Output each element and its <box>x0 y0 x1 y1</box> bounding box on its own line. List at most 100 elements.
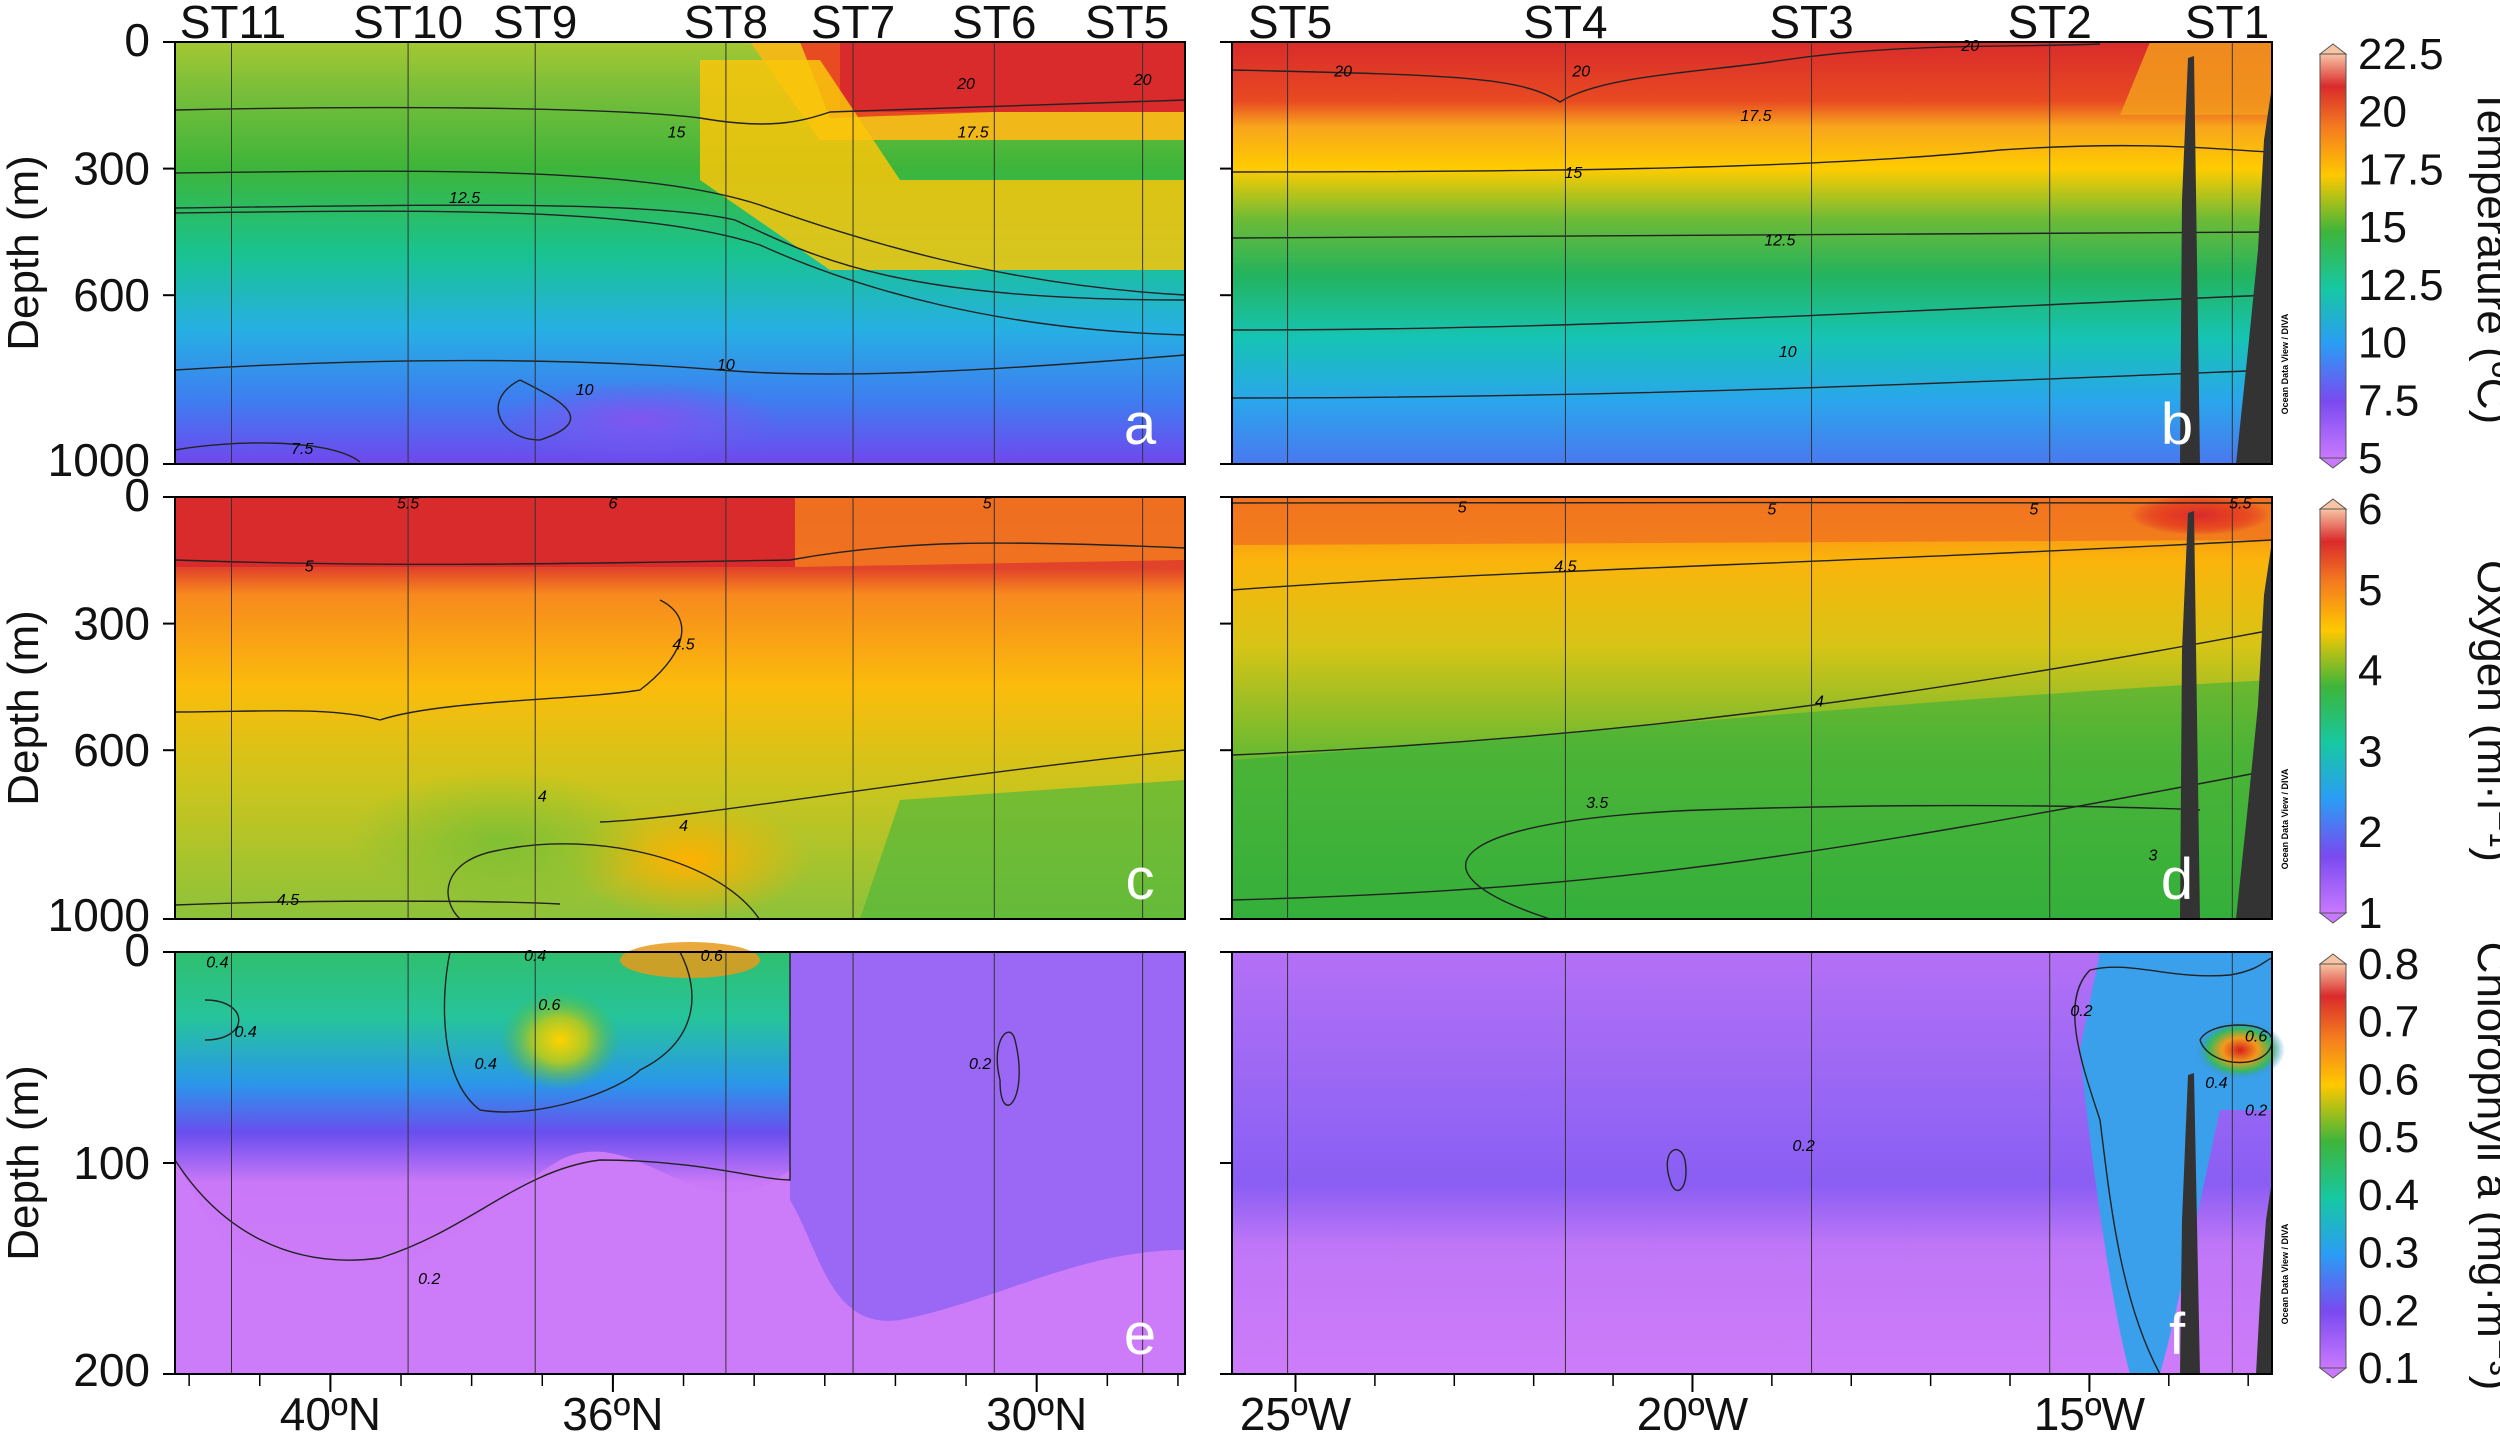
x-tick-label: 20ºW <box>1637 1388 1749 1437</box>
colorbar-tick-label: 6 <box>2358 485 2382 534</box>
contour-label: 5.5 <box>2229 495 2251 512</box>
contour-label: 17.5 <box>1740 108 1771 125</box>
contour-label: 4.5 <box>1554 559 1576 576</box>
contour-label: 3.5 <box>1586 795 1608 812</box>
contour-label: 0.2 <box>2070 1003 2092 1020</box>
x-tick-label: 30ºN <box>986 1388 1087 1437</box>
x-tick-label: 36ºN <box>562 1388 663 1437</box>
contour-label: 5 <box>1767 502 1776 519</box>
contour-label: 0.6 <box>538 997 560 1014</box>
contour-label: 15 <box>668 125 686 142</box>
contour-label: 5 <box>1458 500 1467 517</box>
station-label-right: ST4 <box>1523 0 1607 48</box>
panel-d-station-lines <box>1287 497 2233 919</box>
panel-e-bloom <box>175 952 800 1281</box>
y-tick-label: 600 <box>73 724 150 776</box>
colorbar-tick-label: 0.4 <box>2358 1171 2419 1220</box>
panel-a-contours <box>174 99 1186 463</box>
colorbar-tick-label: 12.5 <box>2358 261 2444 310</box>
contour-label: 4 <box>679 818 688 835</box>
panel-f-seafloor-slope <box>2256 1180 2272 1374</box>
contour-label: 15 <box>1564 165 1582 182</box>
y-tick-label: 600 <box>73 269 150 321</box>
colorbar-tick-label: 17.5 <box>2358 145 2444 194</box>
contour-label: 10 <box>1779 344 1797 361</box>
y-axis-label: Depth (m) <box>0 1065 48 1261</box>
panel-b-frame <box>1231 41 2273 465</box>
contour-label: 0.2 <box>418 1271 440 1288</box>
colorbar-label: Chlorophyll a (mg·m⁻³) <box>2468 942 2500 1391</box>
panel-d-orange-top <box>1232 497 2272 545</box>
station-label-left: ST8 <box>684 0 768 48</box>
panel-b <box>1231 41 2273 465</box>
colorbar-top-arrow <box>2318 953 2348 965</box>
colorbar-2: 6 5 4 3 2 1 Oxygen (ml·l⁻¹) <box>2318 485 2500 938</box>
panel-letter-c: c <box>1126 847 1155 912</box>
colorbar-top-arrow <box>2318 498 2348 510</box>
panel-c-orange-band <box>795 497 1185 567</box>
contour-label: 12.5 <box>449 190 480 207</box>
panel-f <box>1231 951 2285 1375</box>
panel-b-seafloor-island <box>2180 56 2200 464</box>
contour-label: 0.4 <box>524 948 546 965</box>
credits: Ocean Data View / DIVA Ocean Data View / … <box>2280 313 2290 1324</box>
panel-d-contours <box>1231 501 2273 920</box>
colorbar-bottom-arrow <box>2318 1367 2348 1379</box>
panel-letter-f: f <box>2169 1302 2186 1367</box>
panel-a-frame <box>174 41 1186 465</box>
contour-label: 0.4 <box>206 955 228 972</box>
y-tick-label: 1000 <box>48 889 150 941</box>
colorbar-tick-label: 0.1 <box>2358 1344 2419 1393</box>
colorbar-tick-label: 10 <box>2358 319 2407 368</box>
y-tick-label: 300 <box>73 598 150 650</box>
panel-b-seafloor-slope <box>2236 86 2272 464</box>
contour-label: 17.5 <box>958 125 989 142</box>
panel-d-frame <box>1231 496 2273 920</box>
colorbar-tick-label: 15 <box>2358 203 2407 252</box>
contour-label: 0.4 <box>235 1024 257 1041</box>
y-tick-label: 0 <box>124 469 150 521</box>
contour-label: 0.2 <box>969 1056 991 1073</box>
panel-letter-d: d <box>2161 847 2193 912</box>
contour-label: 0.4 <box>2205 1075 2227 1092</box>
x-tick-label: 15ºW <box>2034 1388 2146 1437</box>
colorbar-tick-label: 2 <box>2358 808 2382 857</box>
panel-c-green-corner <box>860 780 1185 919</box>
panel-d <box>1231 495 2273 920</box>
y-tick-label: 0 <box>124 924 150 976</box>
panel-d-seafloor-island <box>2180 511 2200 919</box>
colorbar-tick-label: 4 <box>2358 647 2382 696</box>
contour-label: 0.6 <box>701 948 723 965</box>
y-axis-label: Depth (m) <box>0 610 48 806</box>
colorbar-tick-label: 7.5 <box>2358 376 2419 425</box>
panel-f-max-blob <box>2195 1020 2285 1080</box>
colorbar-tick-label: 0.2 <box>2358 1286 2419 1335</box>
colorbar-tick-label: 3 <box>2358 727 2382 776</box>
colorbar-tick-label: 5 <box>2358 434 2382 483</box>
station-label-left: ST11 <box>180 0 287 48</box>
x-axes: 40ºN 36ºN 30ºN 25ºW 20ºW 15ºW <box>188 1374 2249 1437</box>
contour-label: 0.6 <box>2245 1028 2267 1045</box>
colorbar-bottom-arrow <box>2318 912 2348 924</box>
y-tick-label: 200 <box>73 1344 150 1396</box>
panel-letter-a: a <box>1124 392 1157 457</box>
panel-b-station-lines <box>1287 42 2233 464</box>
panel-c <box>174 496 1186 921</box>
station-label-right: ST2 <box>2008 0 2092 48</box>
colorbar-tick-label: 0.7 <box>2358 998 2419 1047</box>
panel-letter-b: b <box>2161 392 2193 457</box>
colorbar-ramp <box>2319 508 2347 914</box>
panel-c-frame <box>174 496 1186 920</box>
x-tick-label: 40ºN <box>280 1388 381 1437</box>
contour-label: 12.5 <box>1764 232 1795 249</box>
contour-label: 20 <box>1333 64 1352 81</box>
panel-c-station-lines <box>231 497 1144 919</box>
panel-f-station-lines <box>1287 952 2233 1374</box>
colorbar-tick-label: 0.6 <box>2358 1055 2419 1104</box>
panel-c-contours <box>174 542 1186 921</box>
colorbar-ramp <box>2319 963 2347 1369</box>
colorbar-tick-label: 0.3 <box>2358 1229 2419 1278</box>
